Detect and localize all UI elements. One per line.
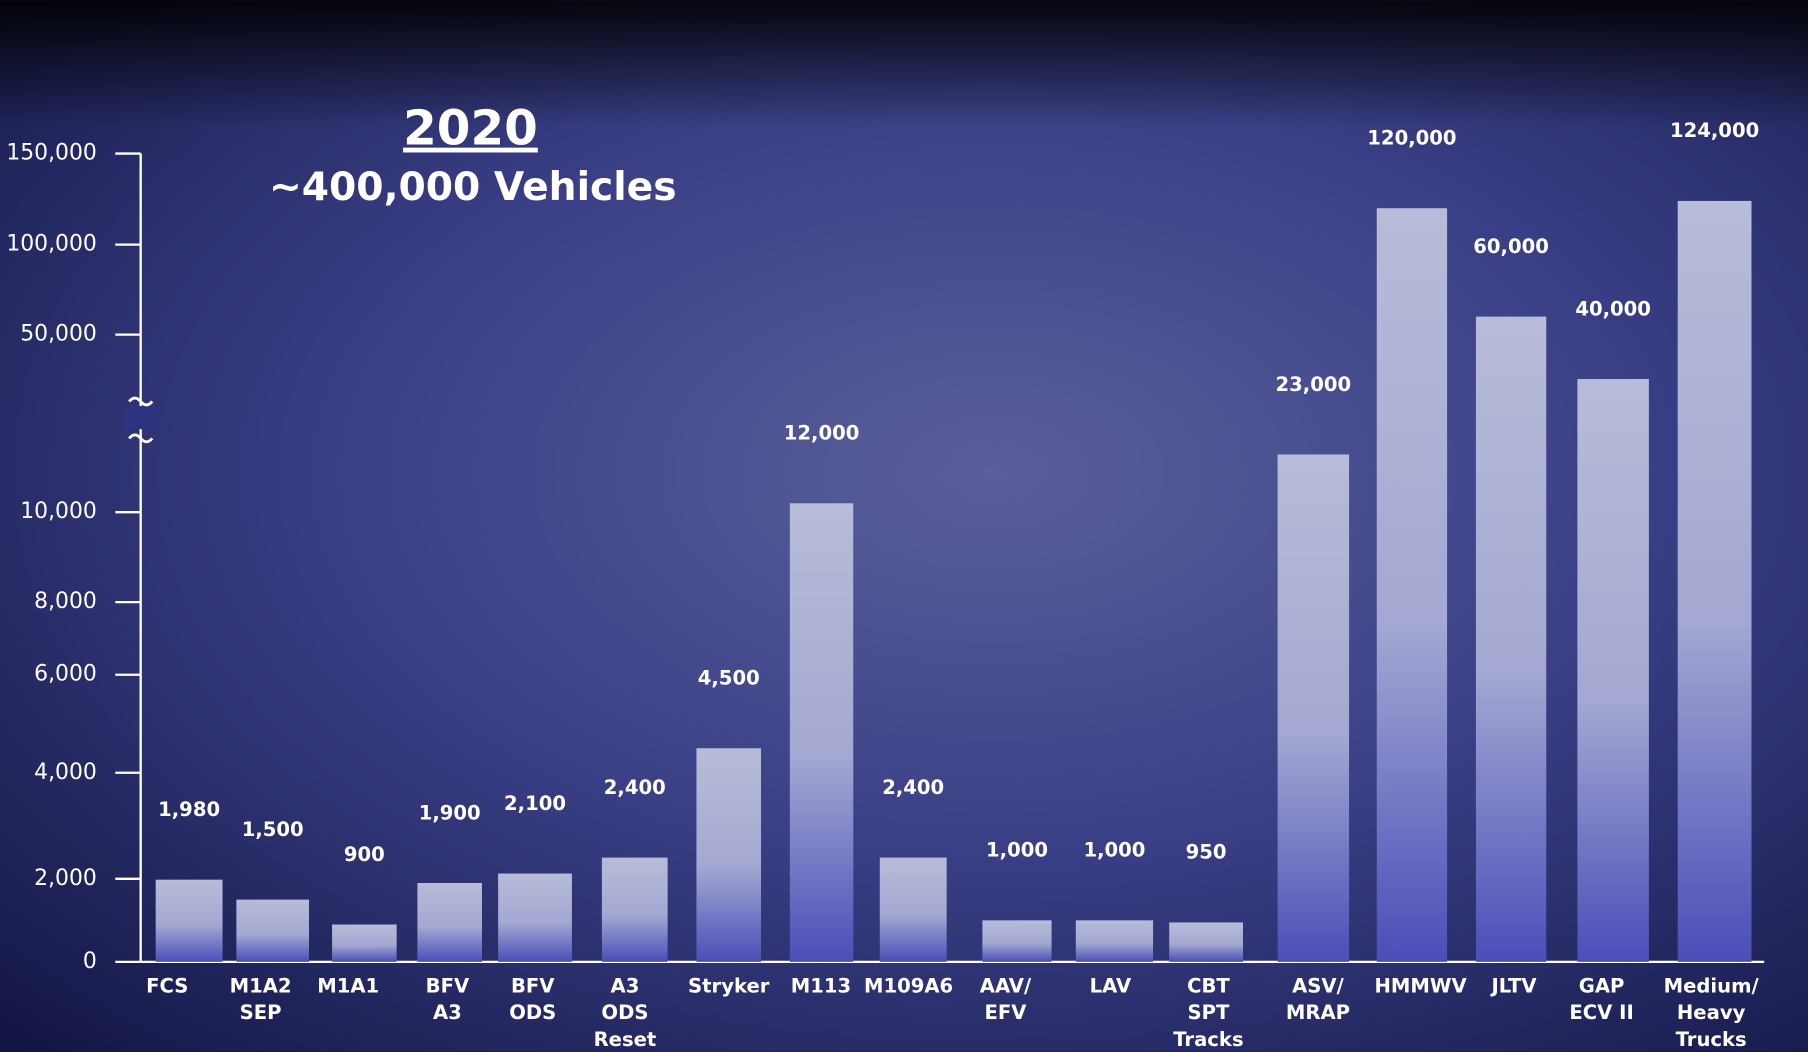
x-tick-label: CBT: [1187, 975, 1230, 998]
bar: [1277, 454, 1350, 962]
bar: [1677, 200, 1752, 962]
y-tick-label: 50,000: [20, 322, 97, 347]
x-tick-label: ODS: [509, 1001, 556, 1024]
bar: [155, 879, 223, 962]
value-label: 2,400: [882, 776, 944, 799]
x-tick-label: SEP: [240, 1001, 282, 1024]
x-tick-label: Tracks: [1173, 1028, 1243, 1051]
axis-break: [124, 396, 157, 444]
bar: [1475, 316, 1547, 962]
x-tick-label: A3: [611, 975, 640, 998]
value-label: 4,500: [698, 667, 760, 690]
x-tick-label: M1A2: [230, 975, 292, 998]
value-label: 950: [1186, 841, 1227, 864]
x-tick-label: SPT: [1187, 1001, 1229, 1024]
value-label: 1,500: [242, 818, 304, 841]
x-tick-label: M1A1: [317, 975, 379, 998]
x-tick-label: Reset: [594, 1028, 657, 1051]
x-tick-label: HMMWV: [1374, 975, 1467, 998]
bar: [417, 882, 482, 962]
x-tick-label: Medium/: [1664, 975, 1760, 998]
y-tick-label: 150,000: [6, 141, 97, 166]
bar: [332, 924, 397, 962]
value-label: 1,980: [158, 798, 220, 821]
bar: [1376, 208, 1448, 962]
y-tick-label: 0: [83, 949, 97, 974]
y-tick-label: 2,000: [34, 866, 97, 891]
y-tick-label: 10,000: [20, 499, 97, 524]
value-label: 1,900: [419, 801, 481, 824]
bar: [236, 899, 310, 962]
x-tick-label: ECV II: [1569, 1001, 1633, 1024]
x-tick-label: ASV/: [1292, 975, 1344, 998]
x-tick-label: GAP: [1579, 975, 1625, 998]
x-tick-label: M109A6: [864, 975, 953, 998]
bar: [601, 857, 668, 962]
x-tick-label: AAV/: [980, 975, 1032, 998]
x-tick-label: Stryker: [688, 975, 770, 998]
y-tick-label: 8,000: [34, 589, 97, 614]
value-label: 2,400: [604, 776, 666, 799]
bar: [1075, 920, 1154, 962]
value-label: 2,100: [504, 792, 566, 815]
value-label: 1,000: [986, 839, 1048, 862]
x-tick-label: Heavy: [1677, 1001, 1746, 1024]
bar: [879, 857, 947, 962]
bar: [1169, 922, 1243, 962]
x-tick-label: Trucks: [1676, 1028, 1747, 1051]
x-tick-label: BFV: [426, 975, 470, 998]
x-tick-label: MRAP: [1286, 1001, 1350, 1024]
value-label: 60,000: [1473, 235, 1549, 258]
bar: [789, 503, 854, 962]
x-tick-label: A3: [433, 1001, 462, 1024]
bar: [1577, 378, 1649, 962]
x-tick-label: FCS: [146, 975, 188, 998]
x-tick-label: ODS: [601, 1001, 648, 1024]
value-label: 120,000: [1367, 127, 1456, 150]
x-tick-label: EFV: [985, 1001, 1028, 1024]
x-tick-label: LAV: [1090, 975, 1132, 998]
bar: [696, 748, 762, 962]
y-tick-label: 4,000: [34, 760, 97, 785]
chart-subtitle: ~400,000 Vehicles: [269, 165, 677, 210]
x-tick-label: BFV: [511, 975, 555, 998]
value-label: 12,000: [784, 422, 860, 445]
chart-title: 2020: [403, 101, 538, 157]
x-tick-label: M113: [791, 975, 851, 998]
value-label: 1,000: [1083, 839, 1145, 862]
y-tick-label: 100,000: [6, 232, 97, 257]
value-label: 900: [344, 843, 385, 866]
y-tick-label: 6,000: [34, 662, 97, 687]
value-label: 40,000: [1575, 297, 1651, 320]
value-label: 23,000: [1276, 373, 1352, 396]
bar: [982, 920, 1052, 962]
value-label: 124,000: [1670, 119, 1759, 142]
x-tick-label: JLTV: [1489, 975, 1537, 998]
background-shade: [0, 0, 1808, 128]
bar: [498, 873, 572, 962]
